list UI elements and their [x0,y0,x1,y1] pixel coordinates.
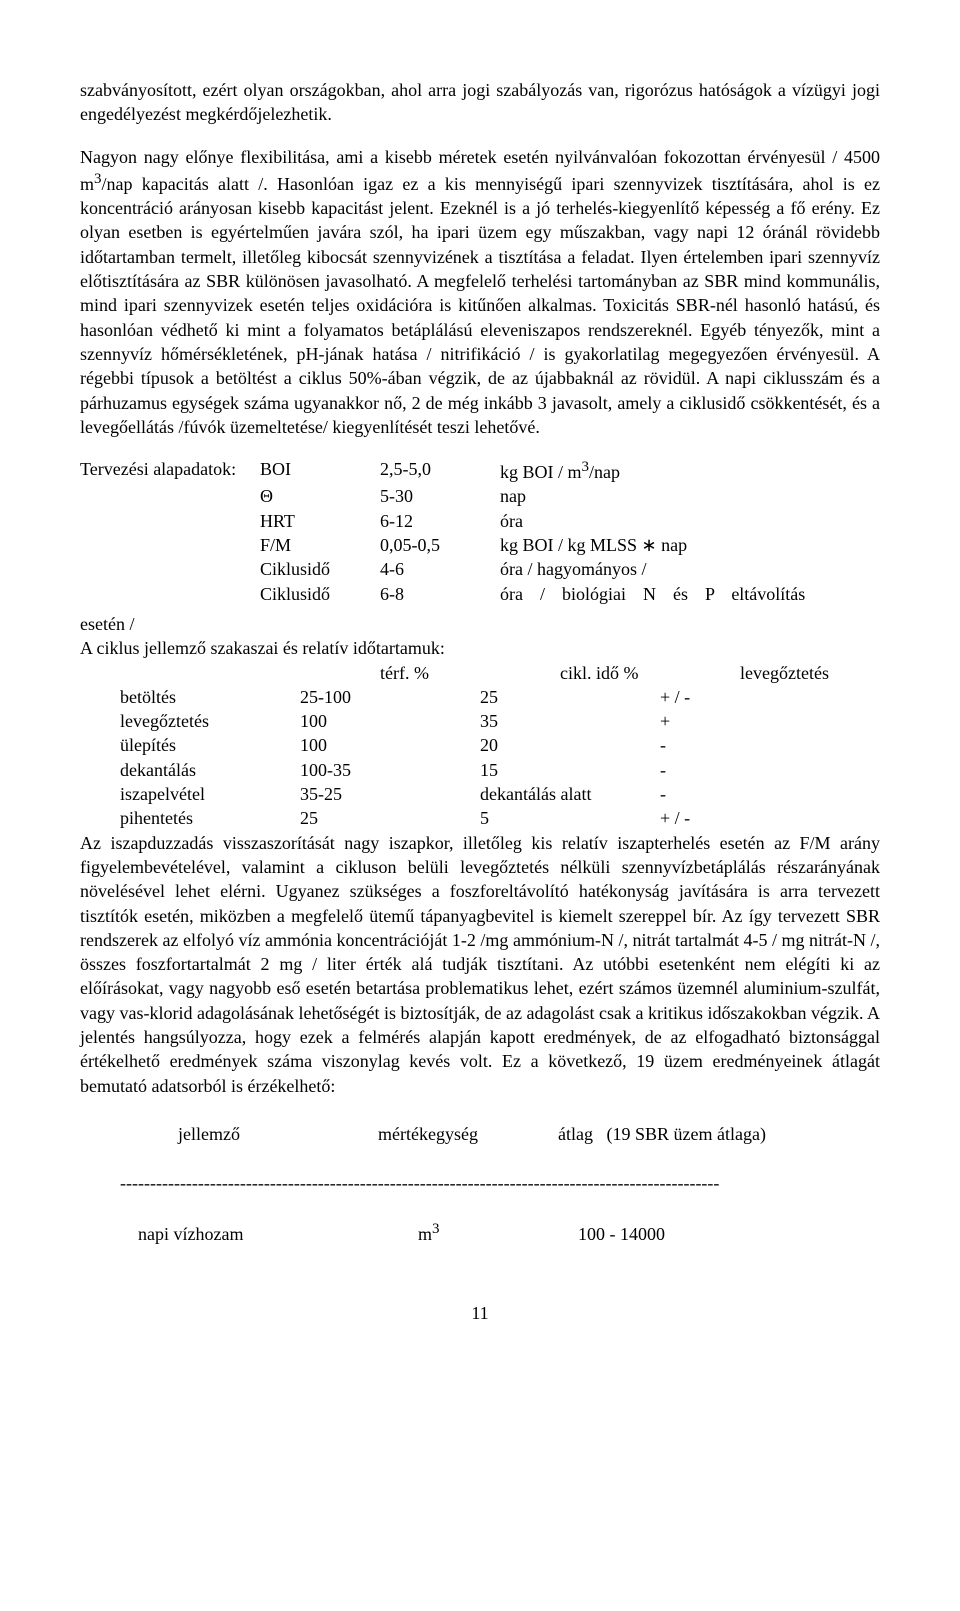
phase-leveg: + / - [660,806,880,830]
param-key: Ciklusidő [260,582,380,606]
param-row: Ciklusidő 6-8 óra / biológiai N és P elt… [80,582,880,606]
phase-name: dekantálás [80,758,300,782]
phase-intro: A ciklus jellemző szakaszai és relatív i… [80,636,880,660]
param-val: 0,05-0,5 [380,533,500,557]
phase-col-terf: térf. % [380,661,560,685]
phase-table: térf. % cikl. idő % levegőztetés betölté… [80,661,880,831]
design-parameters: Tervezési alapadatok: BOI 2,5-5,0 kg BOI… [80,457,880,606]
param-row: F/M 0,05-0,5 kg BOI / kg MLSS ∗ nap [80,533,880,557]
summary-jellemzo: napi vízhozam [138,1222,418,1246]
page-number: 11 [80,1301,880,1325]
phase-cikl: 5 [480,806,660,830]
phase-cikl: 20 [480,733,660,757]
phase-row: levegőztetés 100 35 + [80,709,880,733]
param-unit: óra / hagyományos / [500,557,880,581]
param-val: 5-30 [380,484,500,508]
summary-col-atlag: átlag (19 SBR üzem átlaga) [558,1124,766,1144]
param-key: Θ [260,484,380,508]
phase-row: iszapelvétel 35-25 dekantálás alatt - [80,782,880,806]
phase-terf: 100 [300,709,480,733]
phase-name: iszapelvétel [80,782,300,806]
paragraph-2: Nagyon nagy előnye flexibilitása, ami a … [80,145,880,440]
param-unit: kg BOI / m3/nap [500,457,880,484]
param-val: 6-8 [380,582,500,606]
param-val: 2,5-5,0 [380,457,500,484]
param-row: Tervezési alapadatok: BOI 2,5-5,0 kg BOI… [80,457,880,484]
phase-name: pihentetés [80,806,300,830]
phase-name: ülepítés [80,733,300,757]
param-row: HRT 6-12 óra [80,509,880,533]
eseten-line: esetén / [80,612,880,636]
phase-col-leveg: levegőztetés [740,661,880,685]
phase-row: pihentetés 25 5 + / - [80,806,880,830]
param-unit: óra [500,509,880,533]
summary-col-mertek: mértékegység [378,1122,558,1146]
param-row: Θ 5-30 nap [80,484,880,508]
phase-cikl: 35 [480,709,660,733]
phase-row: dekantálás 100-35 15 - [80,758,880,782]
paragraph-3: Az iszapduzzadás visszaszorítását nagy i… [80,831,880,1098]
param-unit: óra / biológiai N és P eltávolítás [500,582,880,606]
phase-cikl: 15 [480,758,660,782]
phase-terf: 100 [300,733,480,757]
summary-col-jellemzo: jellemző [178,1122,378,1146]
param-key: HRT [260,509,380,533]
phase-leveg: - [660,782,880,806]
summary-header: jellemzőmértékegységátlag (19 SBR üzem á… [80,1098,880,1171]
summary-row: napi vízhozamm3100 - 14000 [80,1195,880,1271]
summary-mertek: m3 [418,1219,578,1246]
param-row: Ciklusidő 4-6 óra / hagyományos / [80,557,880,581]
param-val: 6-12 [380,509,500,533]
param-key: Ciklusidő [260,557,380,581]
phase-terf: 35-25 [300,782,480,806]
para2-text-b: /nap kapacitás alatt /. Hasonlóan igaz e… [80,174,880,437]
phase-leveg: + / - [660,685,880,709]
phase-terf: 25 [300,806,480,830]
summary-atlag: 100 - 14000 [578,1224,665,1244]
phase-name: levegőztetés [80,709,300,733]
phase-terf: 100-35 [300,758,480,782]
phase-row: ülepítés 100 20 - [80,733,880,757]
phase-leveg: + [660,709,880,733]
phase-name: betöltés [80,685,300,709]
param-val: 4-6 [380,557,500,581]
para2-sup: 3 [94,171,102,187]
divider-dashes: ----------------------------------------… [80,1171,880,1195]
phase-leveg: - [660,733,880,757]
phase-header: térf. % cikl. idő % levegőztetés [80,661,880,685]
phase-cikl: 25 [480,685,660,709]
phase-cikl: dekantálás alatt [480,782,660,806]
param-unit: kg BOI / kg MLSS ∗ nap [500,533,880,557]
page: szabványosított, ezért olyan országokban… [0,0,960,1365]
phase-row: betöltés 25-100 25 + / - [80,685,880,709]
phase-terf: 25-100 [300,685,480,709]
param-unit: nap [500,484,880,508]
params-label: Tervezési alapadatok: [80,457,260,484]
phase-col-cikl: cikl. idő % [560,661,740,685]
phase-leveg: - [660,758,880,782]
param-key: BOI [260,457,380,484]
paragraph-1: szabványosított, ezért olyan országokban… [80,78,880,127]
param-key: F/M [260,533,380,557]
